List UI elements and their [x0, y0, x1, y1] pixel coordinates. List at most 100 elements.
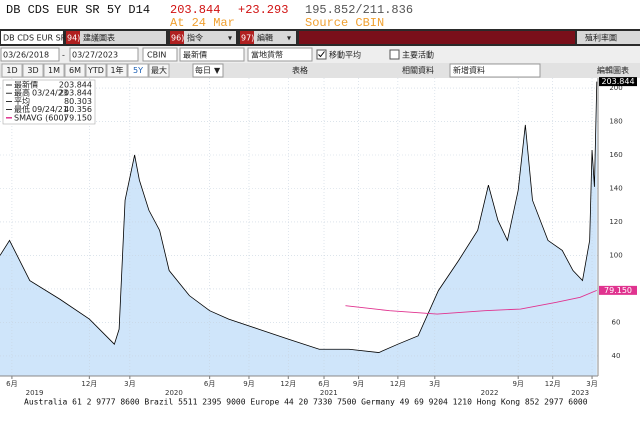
legend-label: 最高 — [14, 88, 30, 98]
period-button[interactable] — [85, 63, 107, 78]
period-button[interactable] — [22, 63, 44, 78]
end-input[interactable] — [69, 47, 139, 62]
menu-label: 指令 — [187, 33, 203, 43]
start-input[interactable] — [0, 47, 60, 62]
y-tick-label: 200 — [609, 84, 622, 92]
period-button[interactable] — [127, 63, 149, 78]
legend-box — [2, 79, 96, 125]
currency-text: 當地貨幣 — [251, 50, 283, 60]
yield-button[interactable] — [577, 31, 640, 44]
end-label-bg — [599, 285, 637, 295]
menu-label: 建議圖表 — [83, 33, 115, 43]
legend-value: 40.356 — [64, 105, 92, 114]
period-button[interactable] — [43, 63, 65, 78]
edit-button[interactable]: 編輯圖表 — [597, 65, 629, 75]
related-button[interactable]: 相關資料 — [402, 65, 434, 75]
footer: Australia 61 2 9777 8600 Brazil 5511 239… — [24, 398, 588, 407]
legend-date: 03/24/23 — [32, 89, 68, 98]
y-tick-label: 60 — [612, 318, 621, 326]
area — [0, 81, 597, 376]
y-tick-label: 120 — [609, 218, 622, 226]
menu-num: 97) — [241, 34, 254, 43]
legend-value: 203.844 — [59, 81, 92, 90]
add-input[interactable] — [449, 63, 541, 78]
source-input[interactable] — [142, 47, 178, 62]
legend-date: 09/24/21 — [32, 105, 68, 114]
series-line — [0, 81, 598, 353]
series-line — [345, 289, 597, 315]
period-button[interactable] — [1, 63, 23, 78]
end-date: 03/27/2023 — [72, 51, 118, 60]
chart: 4060801001201401601802006月12月3月6月9月12月6月… — [0, 77, 640, 398]
period-label: 1D — [6, 66, 17, 75]
check — [318, 51, 325, 58]
change: +23.293 — [238, 3, 288, 17]
y-tick-label: 180 — [609, 118, 622, 126]
x-tick-label: 6月 — [318, 380, 329, 388]
period-label: 最大 — [151, 65, 167, 75]
period-button[interactable] — [148, 63, 170, 78]
events-label: 主要活動 — [402, 50, 434, 60]
year-label: 2021 — [320, 389, 338, 397]
y-tick-label: 40 — [612, 352, 621, 360]
x-tick-label: 9月 — [353, 380, 364, 388]
start-date: 03/26/2018 — [3, 51, 49, 60]
frequency-select[interactable] — [192, 63, 224, 78]
menu-num: 96) — [171, 34, 184, 43]
x-tick-label: 3月 — [429, 380, 440, 388]
x-tick-label: 12月 — [390, 380, 406, 388]
menu-label: 編輯 — [257, 33, 273, 43]
menu-badge — [240, 31, 254, 44]
currency-select[interactable] — [247, 47, 313, 62]
x-tick-label: 6月 — [204, 380, 215, 388]
period-label: 1M — [48, 66, 60, 75]
x-tick-label: 9月 — [243, 380, 254, 388]
frequency: 每日 — [195, 65, 211, 75]
x-tick-label: 6月 — [6, 380, 17, 388]
legend-value: 203.844 — [59, 89, 92, 98]
year-label: 2023 — [571, 389, 589, 397]
x-tick-label: 3月 — [586, 380, 597, 388]
menu-button[interactable] — [170, 31, 236, 44]
dropdown-arrow: ▼ — [214, 66, 221, 75]
year-label: 2022 — [481, 389, 499, 397]
legend-label: SMAVG (600) — [14, 113, 67, 122]
year-label: 2020 — [165, 389, 183, 397]
checkbox[interactable] — [389, 49, 400, 60]
legend-value: 80.303 — [64, 97, 92, 106]
x-tick-label: 9月 — [512, 380, 523, 388]
x-tick-label: 3月 — [124, 380, 135, 388]
red-bar — [299, 31, 575, 44]
end-label-bg — [599, 77, 637, 87]
period-button[interactable] — [106, 63, 128, 78]
security-input[interactable] — [1, 31, 63, 44]
yield-label: 殖利率圖 — [585, 33, 617, 43]
x-tick-label: 12月 — [545, 380, 561, 388]
ma-label: 移動平均 — [329, 50, 361, 60]
field-select[interactable] — [179, 47, 245, 62]
x-tick-label: 12月 — [81, 380, 97, 388]
dash: - — [62, 51, 65, 60]
header-bg — [0, 0, 640, 28]
end-label: 203.844 — [601, 77, 634, 86]
legend-label: 最新價 — [14, 80, 38, 90]
menu-button[interactable] — [66, 31, 166, 44]
period-button[interactable] — [64, 63, 86, 78]
legend-value: 79.150 — [64, 113, 92, 122]
y-tick-label: 160 — [609, 151, 622, 159]
period-label: 3D — [27, 66, 38, 75]
table-button[interactable]: 表格 — [292, 65, 308, 75]
field-text: 最新價 — [183, 50, 207, 60]
price: 203.844 — [170, 3, 220, 17]
time: At 24 Mar — [170, 16, 235, 30]
end-label: 79.150 — [604, 286, 632, 295]
legend-label: 平均 — [14, 96, 30, 106]
source-text: CBIN — [147, 51, 166, 60]
x-tick-label: 12月 — [280, 380, 296, 388]
range: 195.852/211.836 — [305, 3, 413, 17]
period-label: 6M — [69, 66, 81, 75]
source: Source CBIN — [305, 16, 384, 30]
period-label: 5Y — [133, 66, 143, 75]
